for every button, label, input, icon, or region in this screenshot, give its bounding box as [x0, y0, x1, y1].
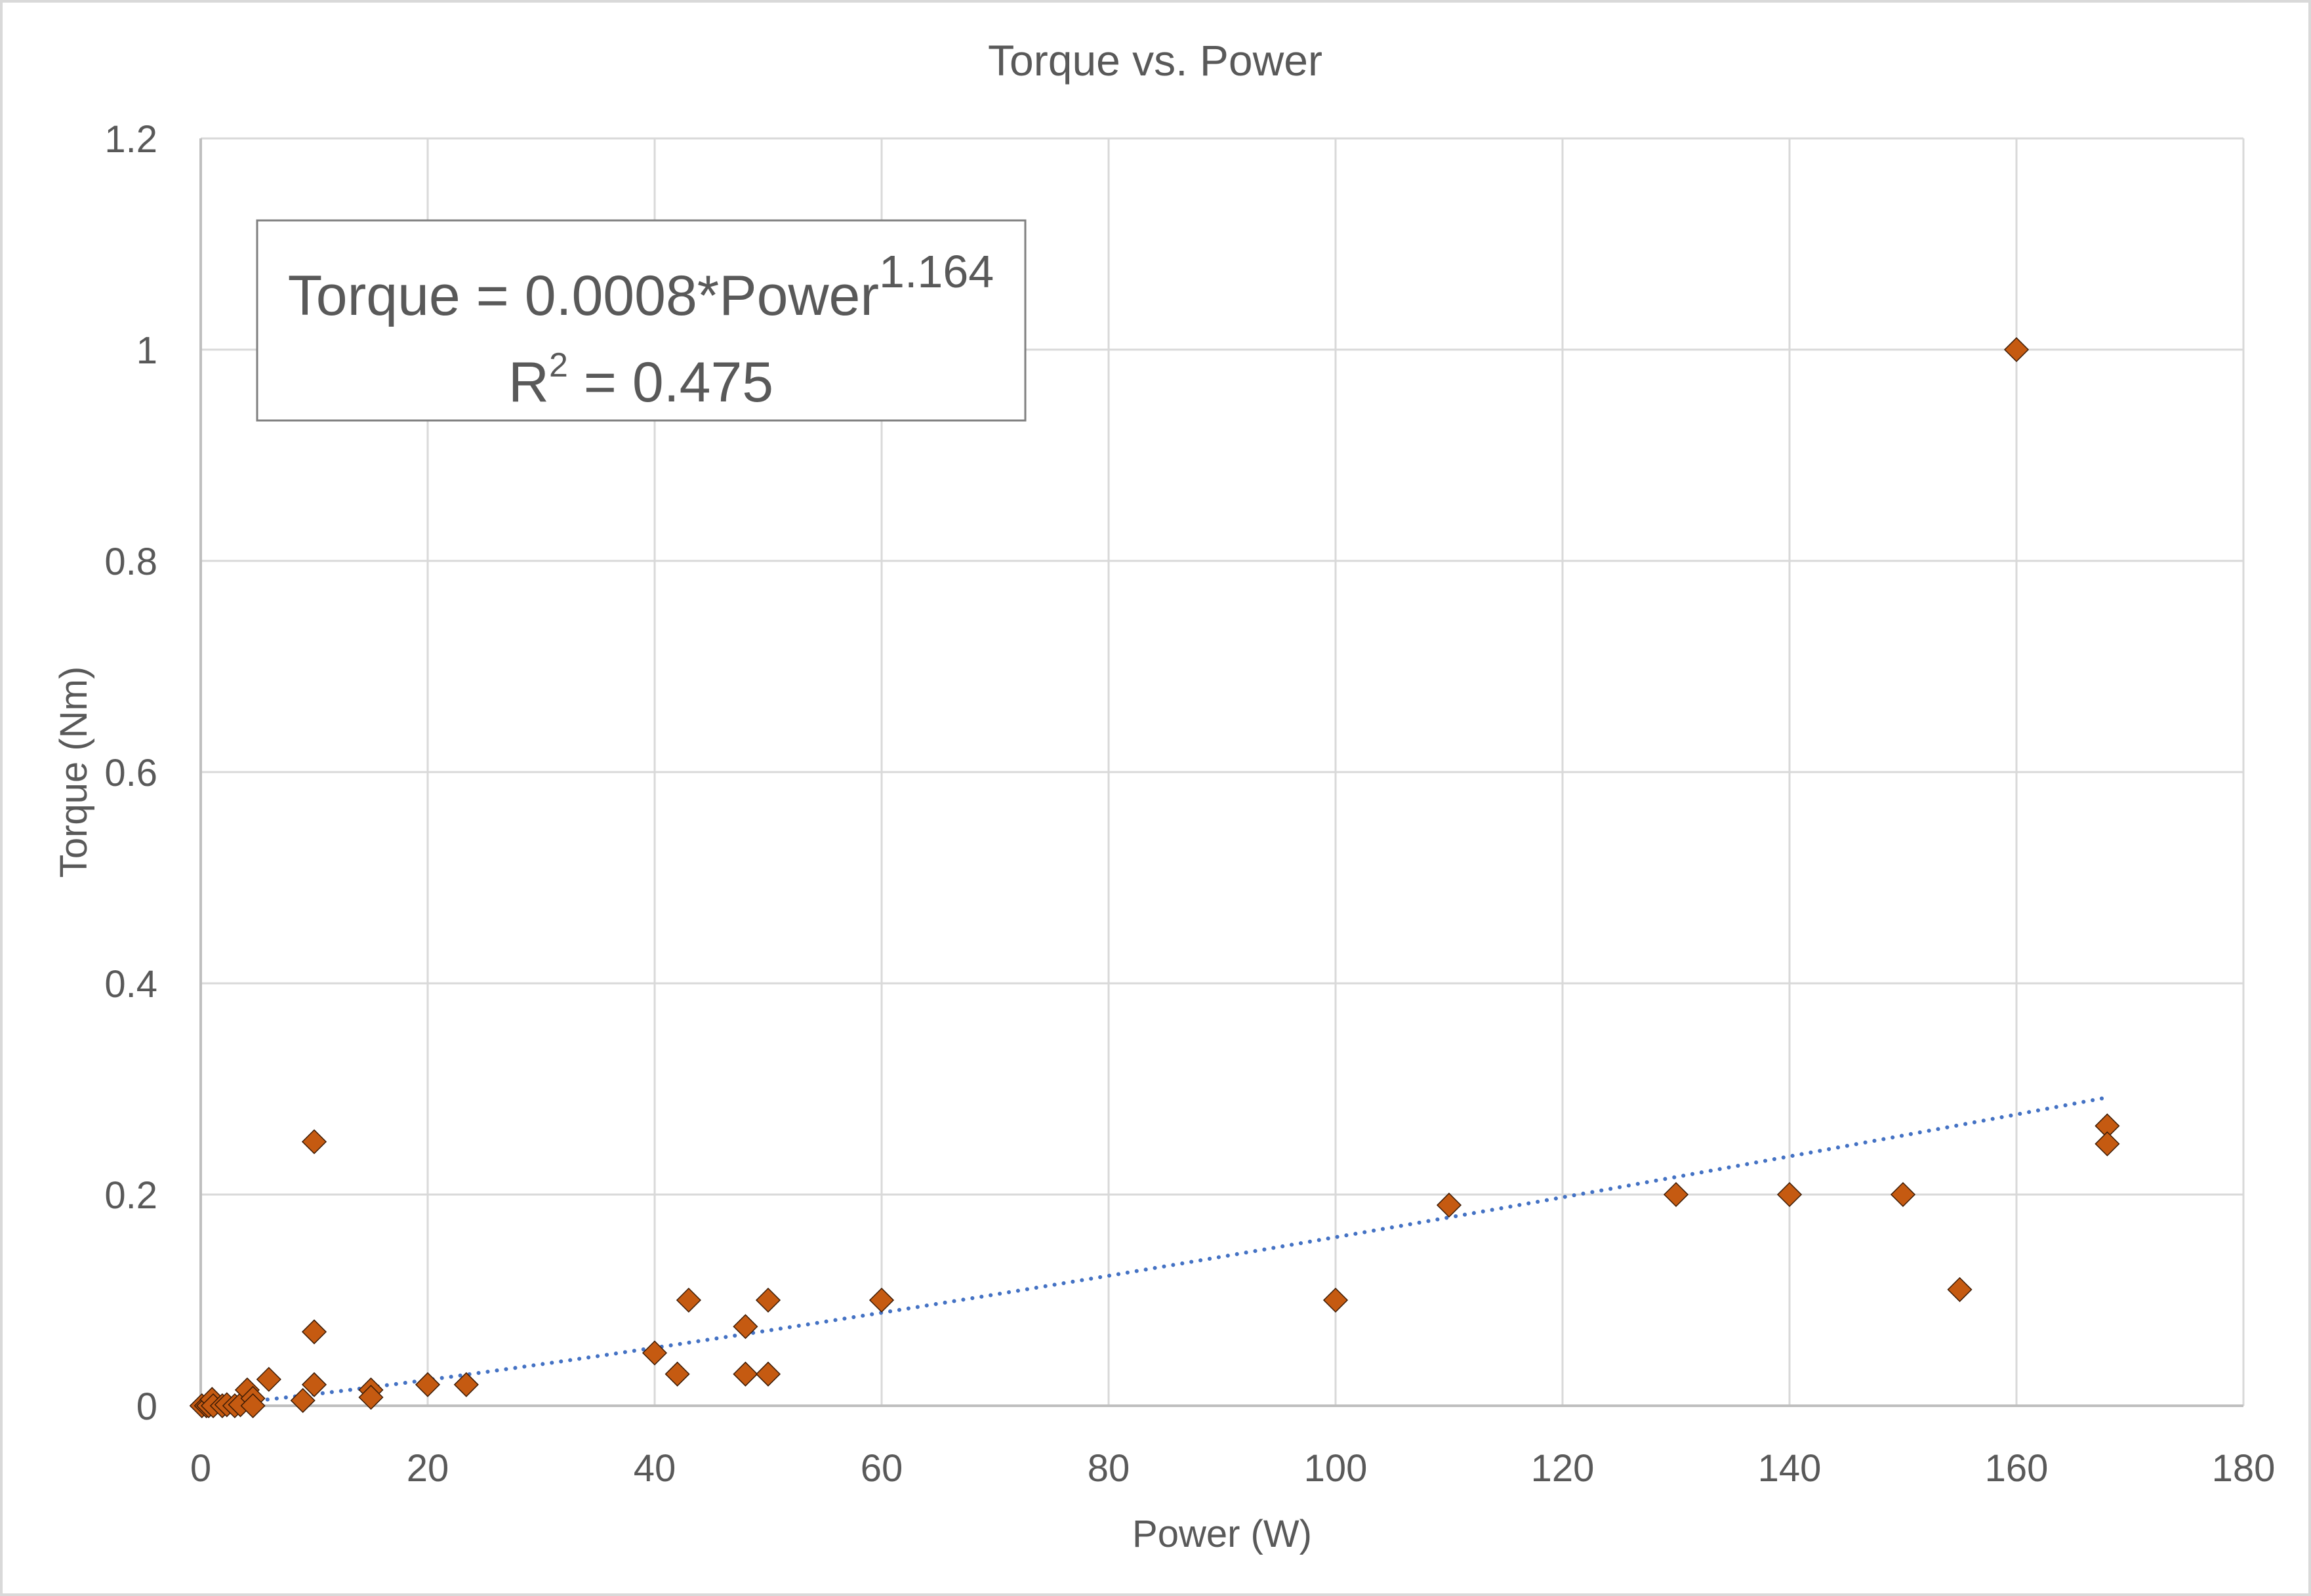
data-series-torque[interactable]: [189, 337, 2120, 1419]
y-axis-title: Torque (Nm): [52, 666, 95, 878]
x-axis-title: Power (W): [1132, 1513, 1312, 1555]
x-tick-label: 120: [1531, 1447, 1595, 1490]
x-tick-label: 80: [1088, 1447, 1130, 1490]
y-tick-label: 1: [136, 329, 157, 372]
diamond-marker[interactable]: [1436, 1193, 1462, 1218]
diamond-marker[interactable]: [453, 1372, 479, 1397]
chart-title: Torque vs. Power: [988, 36, 1322, 85]
equation-main: Torque = 0.0008*Power: [288, 264, 879, 327]
x-tick-label: 100: [1304, 1447, 1368, 1490]
y-tick-labels: 0 0.2 0.4 0.6 0.8 1 1.2: [104, 118, 157, 1428]
x-tick-label: 60: [861, 1447, 903, 1490]
diamond-marker[interactable]: [1947, 1277, 1973, 1302]
r-squared-superscript: 2: [549, 346, 568, 384]
y-tick-label: 0.6: [104, 752, 157, 794]
x-tick-label: 140: [1758, 1447, 1822, 1490]
y-tick-label: 0.8: [104, 541, 157, 583]
diamond-marker[interactable]: [301, 1372, 327, 1397]
diamond-marker[interactable]: [755, 1287, 781, 1313]
trendline[interactable]: [201, 1095, 2110, 1408]
diamond-marker[interactable]: [358, 1385, 384, 1410]
y-tick-label: 0.2: [104, 1174, 157, 1217]
diamond-marker[interactable]: [415, 1372, 441, 1397]
diamond-marker[interactable]: [733, 1314, 758, 1340]
diamond-marker[interactable]: [2095, 1131, 2120, 1156]
diamond-marker[interactable]: [665, 1361, 690, 1387]
diamond-marker[interactable]: [301, 1319, 327, 1345]
equation-text: Torque = 0.0008*Power1.164: [288, 246, 994, 327]
r-squared-text: R2 = 0.475: [508, 346, 773, 414]
y-tick-label: 0.4: [104, 963, 157, 1006]
diamond-marker[interactable]: [256, 1366, 281, 1392]
diamond-marker[interactable]: [1663, 1181, 1689, 1208]
x-tick-label: 20: [407, 1447, 449, 1490]
r-squared-label: R: [508, 351, 549, 414]
equation-exponent: 1.164: [879, 246, 994, 297]
x-tick-label: 180: [2212, 1447, 2276, 1490]
diamond-marker[interactable]: [733, 1361, 758, 1387]
diamond-marker[interactable]: [1890, 1181, 1916, 1208]
diamond-marker[interactable]: [301, 1129, 327, 1155]
diamond-marker[interactable]: [1322, 1287, 1349, 1313]
x-tick-label: 40: [634, 1447, 676, 1490]
power-trendline[interactable]: [201, 1095, 2110, 1408]
diamond-marker[interactable]: [642, 1340, 668, 1366]
diamond-marker[interactable]: [240, 1393, 266, 1419]
diamond-marker[interactable]: [2003, 337, 2030, 363]
diamond-marker[interactable]: [676, 1287, 701, 1313]
x-tick-labels: 0 20 40 60 80 100 120 140 160 180: [190, 1447, 2276, 1490]
x-tick-label: 0: [190, 1447, 211, 1490]
diamond-marker[interactable]: [290, 1387, 316, 1414]
trendline-equation-label[interactable]: Torque = 0.0008*Power1.164 R2 = 0.475: [256, 219, 1027, 422]
x-tick-label: 160: [1985, 1447, 2049, 1490]
y-tick-label: 1.2: [104, 118, 157, 161]
r-squared-value: = 0.475: [568, 351, 773, 414]
diamond-marker[interactable]: [869, 1287, 895, 1313]
equation-box: [256, 219, 1027, 422]
diamond-marker[interactable]: [755, 1361, 781, 1387]
y-tick-label: 0: [136, 1385, 157, 1428]
diamond-marker[interactable]: [1776, 1181, 1803, 1208]
axes: [199, 138, 2243, 1407]
